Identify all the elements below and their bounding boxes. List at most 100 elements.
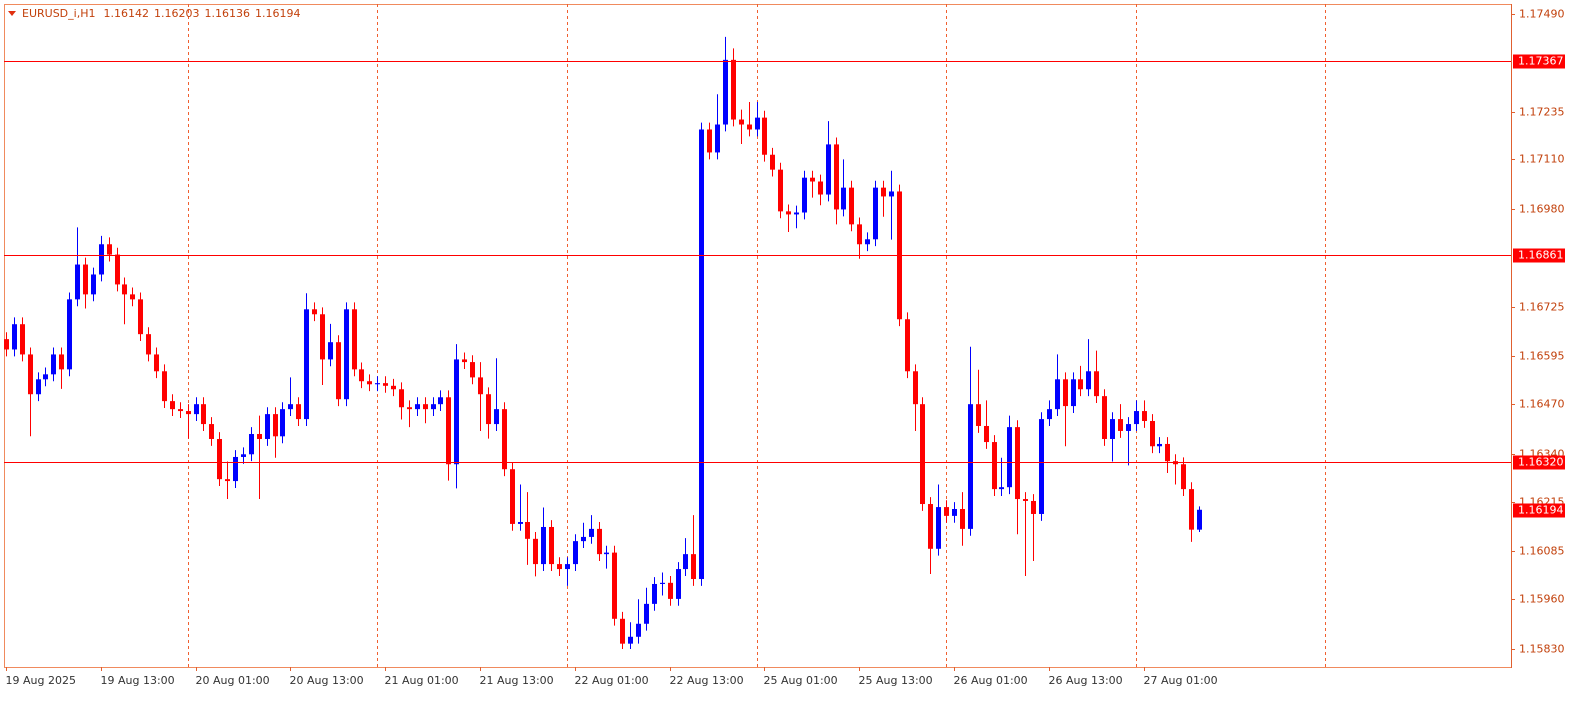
candle-body — [510, 469, 515, 524]
candle-body — [857, 224, 862, 245]
candle-body — [375, 383, 380, 385]
candle-body — [1086, 371, 1091, 390]
y-tick-label: 1.15960 — [1519, 593, 1565, 606]
candle-body — [1189, 489, 1194, 530]
candle-body — [138, 299, 143, 335]
candle-body — [20, 324, 25, 355]
candle-body — [525, 522, 530, 539]
candle-body — [1039, 419, 1044, 514]
x-tick-label: 19 Aug 13:00 — [101, 674, 175, 687]
x-tick-label: 20 Aug 01:00 — [196, 674, 270, 687]
candle-body — [217, 438, 222, 480]
candle-body — [889, 191, 894, 197]
last-price-tag — [1513, 503, 1565, 518]
candle-body — [67, 299, 72, 370]
candle-body — [565, 564, 570, 570]
y-tick-label: 1.16085 — [1519, 545, 1565, 558]
candle-body — [620, 618, 625, 644]
candle-body — [130, 294, 135, 300]
candle-body — [162, 371, 167, 402]
candle-body — [597, 528, 602, 555]
candle-body — [913, 371, 918, 405]
candle-body — [1063, 379, 1068, 407]
candle-body — [794, 212, 799, 215]
candle-body — [454, 359, 459, 465]
y-tick-label: 1.16595 — [1519, 350, 1565, 363]
candle-body — [778, 169, 783, 212]
header-low: 1.16136 — [204, 7, 250, 20]
candle-body — [755, 117, 760, 130]
y-tick-label: 1.15830 — [1519, 643, 1565, 656]
candle-body — [786, 211, 791, 215]
x-tick-label: 19 Aug 2025 — [6, 674, 76, 687]
candle-body — [320, 314, 325, 360]
candle-body — [470, 362, 475, 378]
candle-body — [1126, 424, 1131, 431]
candle-body — [257, 434, 262, 439]
candle-body — [873, 187, 878, 240]
candle-body — [391, 385, 396, 390]
candle-body — [1031, 500, 1036, 514]
x-tick-label: 21 Aug 13:00 — [480, 674, 554, 687]
x-tick-label: 26 Aug 13:00 — [1049, 674, 1123, 687]
candle-body — [1078, 379, 1083, 390]
y-tick-label: 1.16470 — [1519, 398, 1565, 411]
candle-body — [296, 404, 301, 420]
candle-body — [344, 309, 349, 400]
candle-body — [1015, 427, 1020, 500]
candle-body — [43, 374, 48, 380]
candle-body — [209, 424, 214, 439]
symbol: EURUSD_i,H1 — [22, 7, 95, 20]
candle-body — [573, 541, 578, 565]
candle-body — [920, 404, 925, 505]
candle-body — [1007, 427, 1012, 488]
candle-body — [415, 404, 420, 410]
candle-body — [683, 554, 688, 570]
candle-body — [628, 636, 633, 644]
candle-body — [731, 59, 736, 120]
candle-body — [265, 414, 270, 439]
level-tag-label: 1.16320 — [1518, 456, 1564, 469]
x-tick-label: 26 Aug 01:00 — [954, 674, 1028, 687]
candle-body — [367, 381, 372, 385]
y-tick-label: 1.17490 — [1519, 8, 1565, 21]
candle-body — [99, 244, 104, 275]
candle-body — [936, 507, 941, 549]
level-tag-label: 1.16861 — [1518, 249, 1564, 262]
candle-body — [1150, 421, 1155, 447]
candle-body — [146, 334, 151, 355]
candle-body — [739, 119, 744, 125]
candle-body — [518, 522, 523, 524]
candle-body — [668, 582, 673, 599]
candle-body — [407, 407, 412, 410]
x-tick-label: 25 Aug 13:00 — [859, 674, 933, 687]
candle-body — [423, 404, 428, 410]
candle-body — [438, 397, 443, 405]
candle-body — [984, 425, 989, 443]
candle-body — [660, 582, 665, 584]
candle-body — [502, 409, 507, 470]
candle-body — [826, 144, 831, 195]
candle-body — [122, 284, 127, 295]
level-tag — [1513, 248, 1565, 263]
candle-body — [359, 369, 364, 382]
candle-body — [636, 623, 641, 637]
candle-body — [905, 319, 910, 372]
candle-body — [36, 379, 41, 395]
candle-body — [352, 309, 357, 370]
candle-body — [462, 359, 467, 363]
candle-body — [225, 479, 230, 482]
candle-body — [802, 177, 807, 213]
candle-body — [881, 187, 886, 197]
candle-body — [431, 404, 436, 410]
candles-layer — [4, 36, 1202, 650]
candle-body — [1165, 443, 1170, 462]
candle-body — [494, 409, 499, 425]
candle-body — [676, 569, 681, 599]
candle-body — [154, 354, 159, 372]
candle-body — [581, 536, 586, 542]
candle-body — [952, 508, 957, 516]
x-tick-label: 27 Aug 01:00 — [1144, 674, 1218, 687]
